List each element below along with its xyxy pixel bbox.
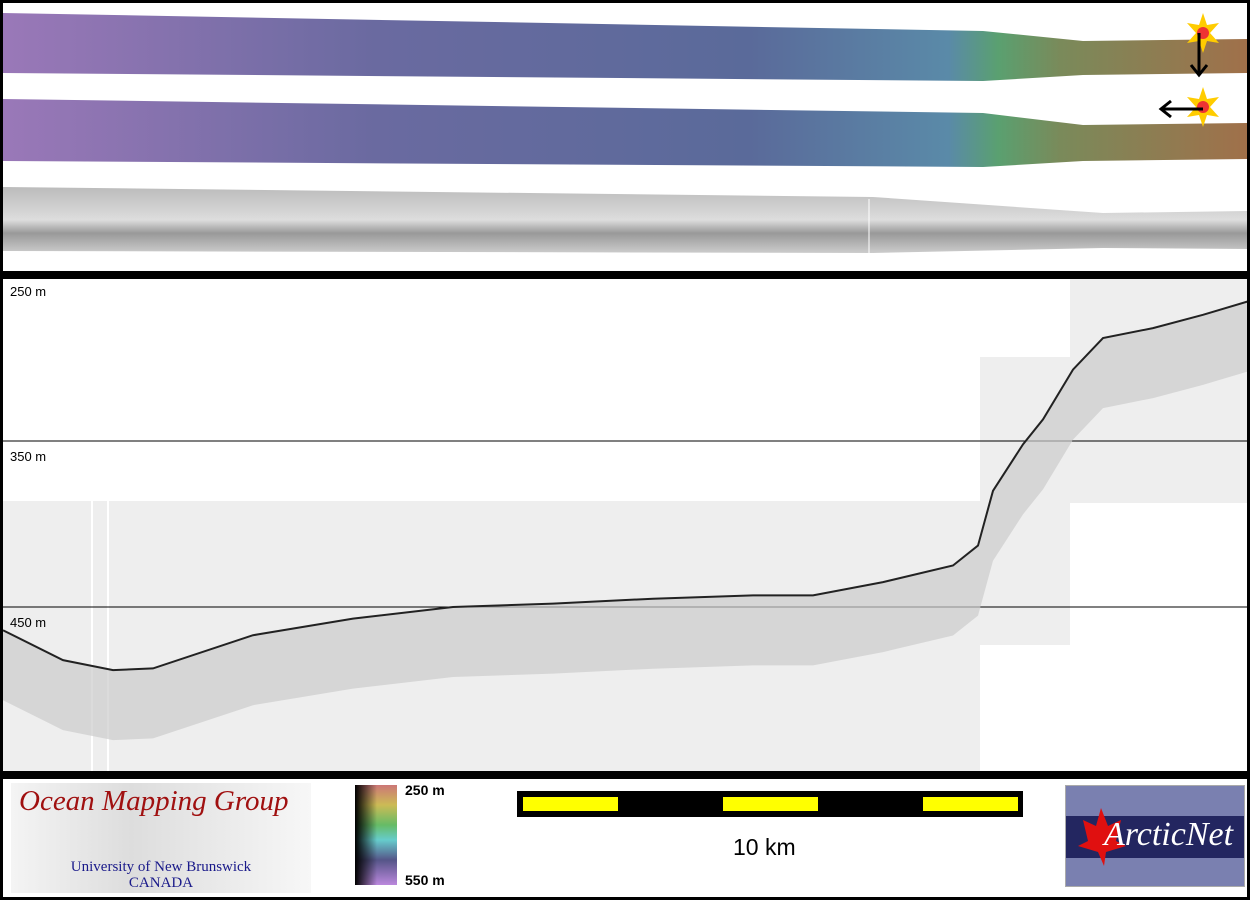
arcticnet-name: ArcticNet	[1104, 816, 1234, 853]
subbottom-fill	[3, 300, 1250, 741]
arcticnet-logo: ArcticNet	[1065, 785, 1245, 887]
depth-colorbar	[355, 785, 397, 885]
depth-label-450: 450 m	[10, 615, 47, 630]
bathymetry-panel	[3, 3, 1247, 271]
colorbar-top-label: 250 m	[405, 782, 445, 798]
ocean-mapping-group-logo: Ocean Mapping Group University of New Br…	[11, 783, 311, 893]
shaded-relief-strip-1	[3, 13, 1247, 81]
sun-arrow-down-icon	[1187, 13, 1219, 78]
depth-label-250: 250 m	[10, 284, 47, 299]
sun-arrow-left-icon	[1158, 87, 1219, 127]
omg-title: Ocean Mapping Group	[19, 785, 289, 817]
maple-leaf-icon	[1066, 786, 1244, 886]
colorbar-bottom-label: 550 m	[405, 872, 445, 888]
data-gap-line	[91, 501, 93, 771]
subbottom-profile	[2, 279, 1250, 771]
depth-label-350: 350 m	[10, 449, 47, 464]
subbottom-profile-panel: 250 m 350 m 450 m	[2, 279, 1250, 771]
omg-country: CANADA	[128, 875, 194, 891]
data-gap-line	[107, 501, 109, 771]
scale-segment	[923, 797, 1018, 811]
scale-segment	[523, 797, 618, 811]
scale-label: 10 km	[733, 834, 796, 860]
footer-panel: Ocean Mapping Group University of New Br…	[3, 779, 1247, 897]
bathymetry-strips	[3, 13, 1247, 253]
seafloor-line	[2, 299, 1250, 672]
omg-university: University of New Brunswick	[70, 859, 252, 875]
scale-bar	[517, 791, 1023, 817]
scale-segment	[723, 797, 818, 811]
shaded-relief-strip-2	[3, 99, 1247, 167]
backscatter-strip	[3, 187, 1247, 253]
